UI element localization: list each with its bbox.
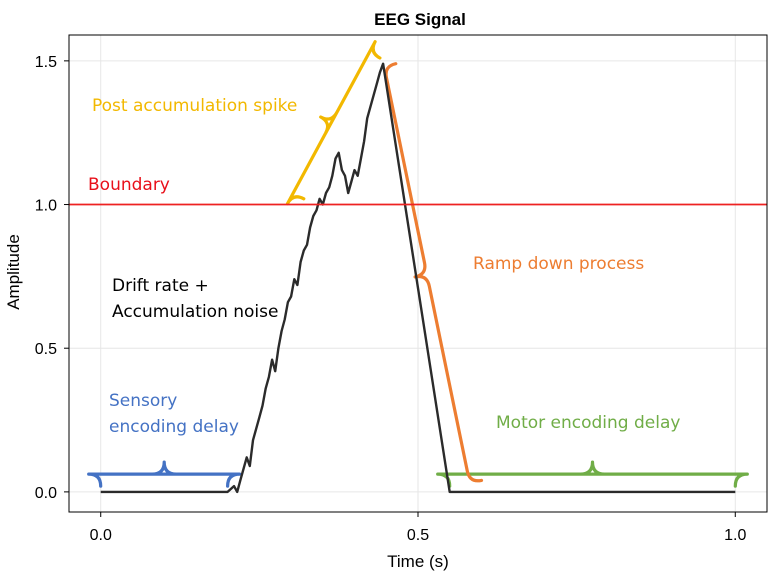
- annotation-motor: Motor encoding delay: [496, 413, 680, 433]
- annotation-sensory-1: Sensory: [109, 391, 177, 411]
- annotation-drift-2: Accumulation noise: [112, 302, 278, 322]
- y-tick-label-0: 0.0: [35, 485, 57, 502]
- annotation-boundary: Boundary: [88, 175, 170, 195]
- axis-ticks: 0.0 0.5 1.0 0.0 0.5 1.0 1.5: [35, 54, 747, 544]
- series-lines: [69, 62, 767, 494]
- ramp-down-brace: [384, 62, 484, 483]
- x-tick-label-0: 0.0: [90, 527, 112, 544]
- y-tick-label-3: 1.5: [35, 54, 57, 71]
- annotation-sensory-2: encoding delay: [109, 417, 239, 437]
- chart-title: EEG Signal: [374, 10, 466, 29]
- spike-brace: [285, 40, 382, 206]
- x-tick-label-2: 1.0: [724, 527, 746, 544]
- eeg-signal-line: [100, 62, 736, 494]
- annotation-drift-1: Drift rate +: [112, 276, 209, 296]
- y-axis-label: Amplitude: [4, 234, 23, 310]
- y-tick-label-2: 1.0: [35, 198, 57, 215]
- sensory-delay-brace: [87, 460, 242, 488]
- annotation-ramp: Ramp down process: [473, 254, 644, 274]
- motor-delay-brace: [436, 460, 749, 488]
- x-tick-label-1: 0.5: [407, 527, 429, 544]
- annotation-spike: Post accumulation spike: [92, 96, 297, 116]
- y-tick-label-1: 0.5: [35, 341, 57, 358]
- x-axis-label: Time (s): [387, 552, 449, 571]
